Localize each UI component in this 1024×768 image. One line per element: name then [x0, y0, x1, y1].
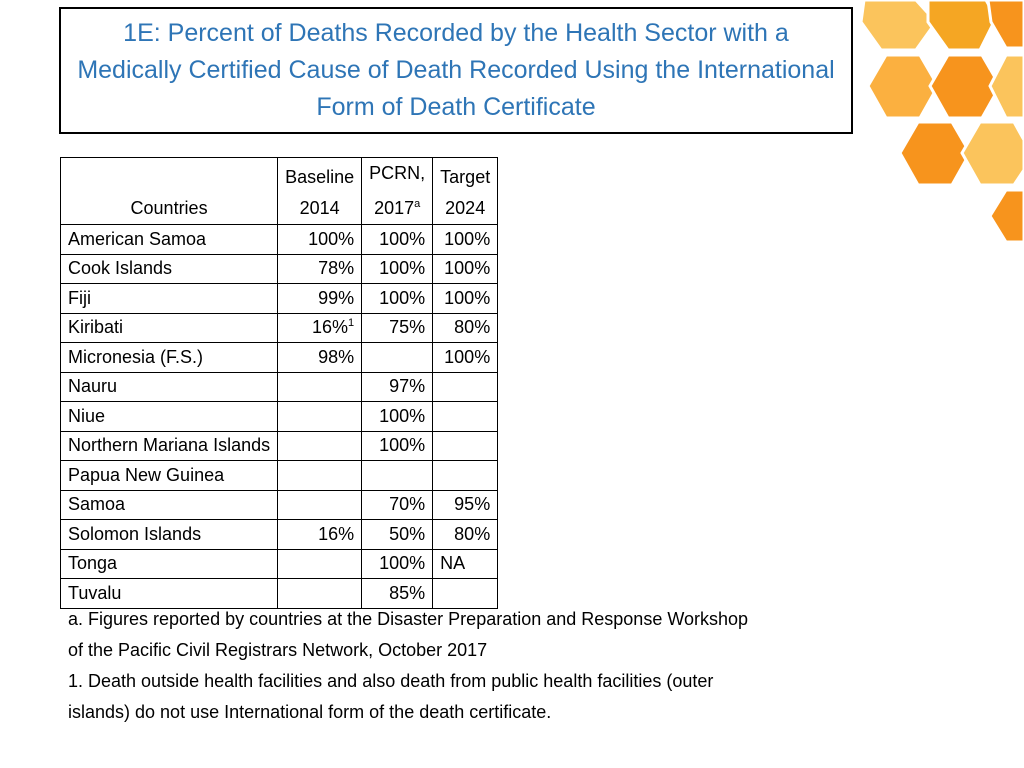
cell-text: 16%	[312, 317, 349, 338]
cell: 80%	[432, 519, 499, 550]
empty-cell	[432, 371, 499, 402]
header-line	[68, 162, 270, 193]
table-row: Samoa 70% 95%	[59, 489, 499, 520]
empty-cell	[432, 460, 499, 491]
cell: 100%	[432, 224, 499, 255]
table-row: Niue 100%	[59, 401, 499, 432]
footnotes: a. Figures reported by countries at the …	[68, 604, 758, 728]
header-line: Baseline	[285, 167, 355, 187]
empty-cell	[277, 371, 363, 402]
country-cell: Niue	[59, 401, 279, 432]
cell: 100%	[361, 548, 434, 579]
country-cell: Cook Islands	[59, 253, 279, 284]
country-cell: Northern Mariana Islands	[59, 430, 279, 461]
empty-cell	[361, 460, 434, 491]
cell: 100%	[277, 224, 363, 255]
header-cell: PCRN, 2017a	[361, 157, 434, 225]
country-cell: Kiribati	[59, 312, 279, 343]
table-row: Northern Mariana Islands 100%	[59, 430, 499, 461]
hex-decoration	[859, 0, 1024, 244]
footnote: a. Figures reported by countries at the …	[68, 609, 749, 660]
cell: 95%	[432, 489, 499, 520]
country-cell: Fiji	[59, 283, 279, 314]
cell: 80%	[432, 312, 499, 343]
country-cell: Tuvalu	[59, 578, 279, 609]
cell: 97%	[361, 371, 434, 402]
header-line: 2014	[299, 198, 340, 218]
header-line: PCRN,	[369, 163, 426, 183]
data-table: Countries Baseline 2014 PCRN, 2017a Target 202…	[59, 157, 499, 609]
table-row: Nauru 97%	[59, 371, 499, 402]
header-line: 2024	[445, 198, 486, 218]
cell: 100%	[432, 283, 499, 314]
empty-cell	[432, 401, 499, 432]
superscript: 1	[348, 317, 355, 330]
header-line: Countries	[130, 198, 208, 218]
header-cell: Baseline 2014	[277, 157, 363, 225]
empty-cell	[277, 548, 363, 579]
table-row: Fiji 99% 100% 100%	[59, 283, 499, 314]
cell: 99%	[277, 283, 363, 314]
country-cell: American Samoa	[59, 224, 279, 255]
cell: 100%	[361, 401, 434, 432]
empty-cell	[277, 460, 363, 491]
header-line: Target	[440, 167, 491, 187]
empty-cell	[432, 430, 499, 461]
cell: 70%	[361, 489, 434, 520]
slide-title: 1E: Percent of Deaths Recorded by the He…	[59, 7, 853, 134]
table-row: Tonga 100% NA	[59, 548, 499, 579]
superscript: a	[414, 198, 421, 210]
header-line: 2017a	[374, 198, 421, 218]
cell: 100%	[361, 253, 434, 284]
table-row: Papua New Guinea	[59, 460, 499, 491]
table-row: Kiribati 16%1 75% 80%	[59, 312, 499, 343]
cell: 100%	[361, 430, 434, 461]
table-row: Micronesia (F.S.) 98% 100%	[59, 342, 499, 373]
footnote: 1. Death outside health facilities and a…	[68, 671, 714, 722]
header-cell: Countries	[59, 157, 279, 225]
header-cell: Target 2024	[432, 157, 499, 225]
empty-cell	[361, 342, 434, 373]
table-row: Tuvalu 85%	[59, 578, 499, 609]
cell: NA	[432, 548, 499, 579]
country-cell: Solomon Islands	[59, 519, 279, 550]
country-cell: Tonga	[59, 548, 279, 579]
cell: 16%	[277, 519, 363, 550]
title-text: 1E: Percent of Deaths Recorded by the He…	[77, 19, 835, 121]
cell: 100%	[361, 224, 434, 255]
cell: 100%	[432, 253, 499, 284]
table-row: American Samoa 100% 100% 100%	[59, 224, 499, 255]
empty-cell	[277, 430, 363, 461]
cell: 50%	[361, 519, 434, 550]
empty-cell	[277, 578, 363, 609]
cell: 16%1	[277, 312, 363, 343]
table-row: Cook Islands 78% 100% 100%	[59, 253, 499, 284]
cell: 78%	[277, 253, 363, 284]
country-cell: Samoa	[59, 489, 279, 520]
cell: 98%	[277, 342, 363, 373]
header-row: Countries Baseline 2014 PCRN, 2017a Target 202…	[59, 157, 499, 225]
table-row: Solomon Islands 16% 50% 80%	[59, 519, 499, 550]
cell: 100%	[432, 342, 499, 373]
country-cell: Micronesia (F.S.)	[59, 342, 279, 373]
country-cell: Nauru	[59, 371, 279, 402]
empty-cell	[432, 578, 499, 609]
cell: 75%	[361, 312, 434, 343]
empty-cell	[277, 489, 363, 520]
cell: 100%	[361, 283, 434, 314]
country-cell: Papua New Guinea	[59, 460, 279, 491]
empty-cell	[277, 401, 363, 432]
